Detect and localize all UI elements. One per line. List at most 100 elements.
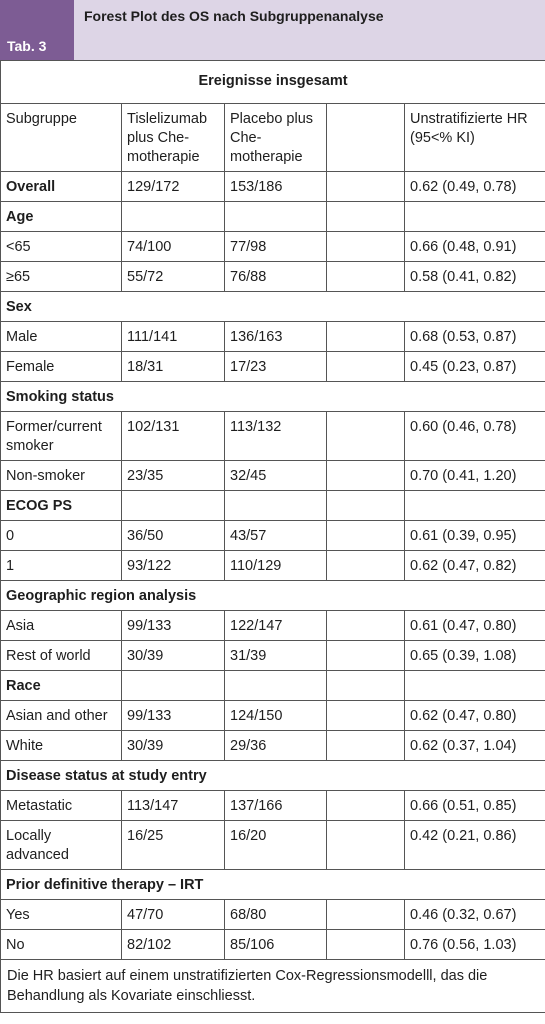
plac-cell: 113/132	[224, 411, 327, 461]
hr-cell: 0.42 (0.21, 0.86)	[403, 820, 545, 870]
hr-cell: 0.58 (0.41, 0.82)	[403, 261, 545, 292]
tisl-cell: 36/50	[121, 520, 225, 551]
tisl-cell: 23/35	[121, 460, 225, 491]
hr-cell: 0.62 (0.49, 0.78)	[403, 171, 545, 202]
table-row: Metastatic 113/147 137/166 0.66 (0.51, 0…	[0, 790, 545, 821]
row-label: Male	[0, 321, 122, 352]
col-header-tislelizumab: Tislelizumab plus Che-motherapie	[121, 103, 225, 172]
plot-cell	[326, 610, 405, 641]
col-header-subgroup: Subgruppe	[0, 103, 122, 172]
section-label: Geographic region analysis	[0, 580, 545, 611]
section-row: ECOG PS	[0, 490, 545, 521]
plac-cell: 77/98	[224, 231, 327, 262]
column-header-row: Subgruppe Tislelizumab plus Che-motherap…	[0, 103, 545, 172]
row-label: <65	[0, 231, 122, 262]
table-row: Asian and other 99/133 124/150 0.62 (0.4…	[0, 700, 545, 731]
plot-cell	[326, 790, 405, 821]
table-row: 0 36/50 43/57 0.61 (0.39, 0.95)	[0, 520, 545, 551]
tab-label-box: Tab. 3	[0, 0, 74, 60]
tisl-cell: 129/172	[121, 171, 225, 202]
table-row: 1 93/122 110/129 0.62 (0.47, 0.82)	[0, 550, 545, 581]
row-label: Former/current smoker	[0, 411, 122, 461]
row-label: 1	[0, 550, 122, 581]
row-label: Yes	[0, 899, 122, 930]
plot-cell	[326, 351, 405, 382]
table-row: Rest of world 30/39 31/39 0.65 (0.39, 1.…	[0, 640, 545, 671]
row-label: 0	[0, 520, 122, 551]
section-row: Geographic region analysis	[0, 580, 545, 611]
table-row: <65 74/100 77/98 0.66 (0.48, 0.91)	[0, 231, 545, 262]
plot-cell	[326, 730, 405, 761]
col-header-hr: Unstratifizierte HR (95<% KI)	[403, 103, 545, 172]
plac-cell: 68/80	[224, 899, 327, 930]
plac-cell: 32/45	[224, 460, 327, 491]
table-row: Yes 47/70 68/80 0.46 (0.32, 0.67)	[0, 899, 545, 930]
section-row: Race	[0, 670, 545, 701]
plot-cell	[326, 520, 405, 551]
tisl-cell: 93/122	[121, 550, 225, 581]
plot-cell	[326, 460, 405, 491]
plac-cell: 16/20	[224, 820, 327, 870]
table-row: Female 18/31 17/23 0.45 (0.23, 0.87)	[0, 351, 545, 382]
hr-cell: 0.62 (0.47, 0.82)	[403, 550, 545, 581]
hr-cell: 0.65 (0.39, 1.08)	[403, 640, 545, 671]
hr-cell: 0.61 (0.47, 0.80)	[403, 610, 545, 641]
plac-cell: 76/88	[224, 261, 327, 292]
footnote: Die HR basiert auf einem unstratifiziert…	[0, 959, 545, 1013]
hr-cell: 0.66 (0.51, 0.85)	[403, 790, 545, 821]
row-label: Metastatic	[0, 790, 122, 821]
row-label: Female	[0, 351, 122, 382]
row-label: ≥65	[0, 261, 122, 292]
hr-cell: 0.70 (0.41, 1.20)	[403, 460, 545, 491]
plac-cell: 85/106	[224, 929, 327, 960]
row-label: Non-smoker	[0, 460, 122, 491]
section-label: ECOG PS	[0, 490, 122, 521]
tisl-cell: 111/141	[121, 321, 225, 352]
plot-cell	[326, 550, 405, 581]
section-row: Smoking status	[0, 381, 545, 412]
tisl-cell: 16/25	[121, 820, 225, 870]
plot-cell	[326, 700, 405, 731]
tisl-cell: 55/72	[121, 261, 225, 292]
tisl-cell: 74/100	[121, 231, 225, 262]
col-header-placebo: Placebo plus Che-motherapie	[224, 103, 327, 172]
table-title: Forest Plot des OS nach Subgruppenanalys…	[84, 8, 384, 24]
tisl-cell: 30/39	[121, 730, 225, 761]
plac-cell: 124/150	[224, 700, 327, 731]
tisl-cell: 99/133	[121, 700, 225, 731]
plot-cell	[326, 231, 405, 262]
tisl-cell: 30/39	[121, 640, 225, 671]
hr-cell: 0.61 (0.39, 0.95)	[403, 520, 545, 551]
tisl-cell: 47/70	[121, 899, 225, 930]
tisl-cell: 99/133	[121, 610, 225, 641]
table-row: ≥65 55/72 76/88 0.58 (0.41, 0.82)	[0, 261, 545, 292]
plot-cell	[326, 899, 405, 930]
row-label: Asian and other	[0, 700, 122, 731]
section-label: Smoking status	[0, 381, 545, 412]
super-header-row: Ereignisse insgesamt	[0, 60, 545, 104]
row-label: Asia	[0, 610, 122, 641]
plot-cell	[326, 321, 405, 352]
title-bar: Forest Plot des OS nach Subgruppenanalys…	[74, 0, 545, 60]
col-header-blank	[326, 103, 405, 172]
plot-cell	[326, 820, 405, 870]
table-row: Locally advanced 16/25 16/20 0.42 (0.21,…	[0, 820, 545, 870]
plac-cell: 29/36	[224, 730, 327, 761]
row-label: No	[0, 929, 122, 960]
section-label: Race	[0, 670, 122, 701]
plot-cell	[326, 171, 405, 202]
plot-cell	[326, 640, 405, 671]
hr-cell: 0.45 (0.23, 0.87)	[403, 351, 545, 382]
section-row: Sex	[0, 291, 545, 322]
table-header: Tab. 3 Forest Plot des OS nach Subgruppe…	[0, 0, 545, 60]
table-row: Asia 99/133 122/147 0.61 (0.47, 0.80)	[0, 610, 545, 641]
plac-cell: 136/163	[224, 321, 327, 352]
plot-cell	[326, 261, 405, 292]
section-row: Prior definitive therapy – IRT	[0, 869, 545, 900]
table-row: Former/current smoker 102/131 113/132 0.…	[0, 411, 545, 461]
row-label: White	[0, 730, 122, 761]
plot-cell	[326, 411, 405, 461]
plac-cell: 122/147	[224, 610, 327, 641]
section-label: Disease status at study entry	[0, 760, 545, 791]
